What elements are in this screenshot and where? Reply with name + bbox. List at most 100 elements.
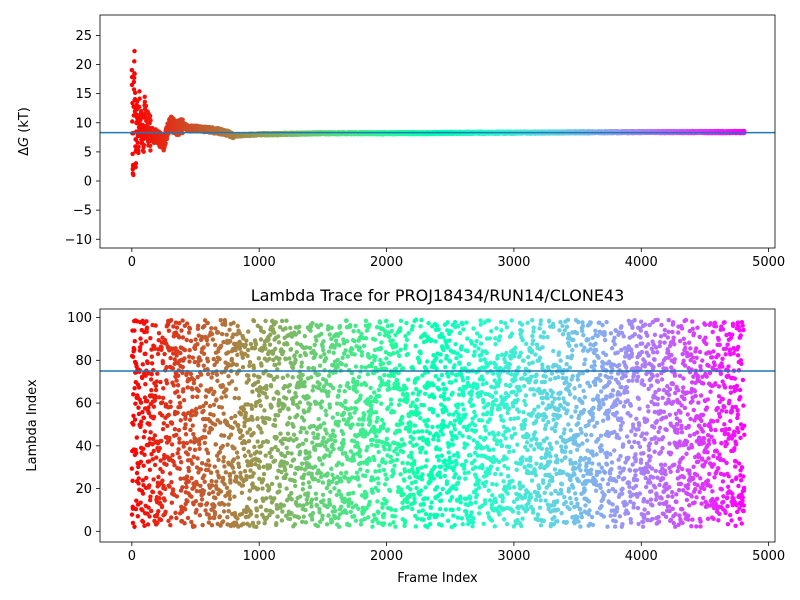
dg-y-tick-label: 0 [84,175,92,190]
dg-x-tick-label: 4000 [625,255,658,270]
lambda-point [132,347,137,352]
lambda-point [136,385,142,390]
dg-y-tick-label: 5 [84,145,92,160]
lambda-point [145,360,150,366]
lambda-point [143,339,149,344]
dg-point [139,109,144,114]
dg-point [142,99,148,105]
dg-point [148,148,153,153]
lambda-point [141,415,147,421]
dg-point [147,113,153,119]
lambda-x-tick-label: 1000 [243,549,276,564]
lambda-trace-panel: 0 1000 2000 3000 4000 5000020406080100Lambda … [25,286,785,586]
lambda-point [139,341,144,346]
lambda-x-tick-label: 0 [128,549,136,564]
lambda-x-tick-label: 4000 [625,549,658,564]
lambda-point [131,392,136,397]
lambda-point [129,512,135,517]
lambda-point [140,362,145,367]
lambda-point [145,398,150,404]
lambda-point [132,417,138,422]
dg-x-tick-label: 5000 [752,255,785,270]
lambda-point [141,434,147,440]
lambda-point [144,325,150,330]
lambda-y-tick-label: 0 [84,525,92,540]
lambda-point [142,452,147,457]
dg-point [147,143,153,149]
dg-point [130,119,135,124]
dg-x-tick-label: 0 [128,255,136,270]
lambda-point [132,386,137,391]
dg-point [130,100,135,106]
dg-x-tick-label: 1000 [243,255,276,270]
lambda-point [142,429,148,434]
lambda-point [136,464,141,470]
dg-point [136,150,141,156]
lambda-point [136,405,141,410]
lambda-point [140,519,146,525]
dg-point [137,96,142,101]
lambda-point [143,351,148,357]
lambda-x-tick-label: 5000 [752,549,785,564]
lambda-point [129,466,135,471]
lambda-point [138,459,144,465]
lambda-y-tick-label: 60 [75,397,92,412]
lambda-x-tick-label: 3000 [497,549,530,564]
lambda-point [145,522,151,527]
dg-point [136,144,141,150]
dg-point [133,161,139,166]
dg-point [131,75,137,80]
lambda-point [132,328,137,333]
lambda-point [140,409,145,415]
lambda-y-tick-label: 20 [75,482,92,497]
dg-points [129,48,747,178]
dg-y-tick-label: −5 [73,204,92,219]
lambda-point [132,339,137,344]
dg-point [137,104,142,110]
lambda-point [131,413,136,418]
lambda-point [144,475,149,481]
dg-y-tick-label: 25 [75,29,92,44]
lambda-points [129,317,747,530]
lambda-point [134,470,140,476]
lambda-y-tick-label: 80 [75,354,92,369]
lambda-point [139,419,144,424]
lambda-point [130,520,136,526]
lambda-point [141,446,146,452]
lambda-point [131,422,136,427]
dg-point [148,118,153,123]
lambda-point [134,498,139,503]
dg-point [132,59,137,64]
dg-y-tick-label: 10 [75,116,92,131]
lambda-point [135,514,141,519]
lambda-point [133,450,139,456]
lambda-point [138,500,143,505]
lambda-point [140,491,146,496]
lambda-point [133,506,139,512]
dg-point [133,164,138,170]
lambda-point [134,435,140,440]
lambda-point [138,336,143,341]
dg-point [132,48,137,54]
dg-point [135,140,140,145]
dg-point [142,94,147,100]
lambda-x-tick-label: 2000 [370,549,403,564]
dg-x-tick-label: 2000 [370,255,403,270]
dg-y-tick-label: −10 [65,233,92,248]
dg-point [141,142,147,148]
dg-point [131,87,137,92]
dg-point [138,115,144,121]
lambda-y-tick-label: 100 [67,311,92,326]
lambda-point [141,463,146,468]
dg-point [180,117,185,122]
dg-point [141,149,146,154]
lambda-point [136,476,141,481]
dg-point [130,151,135,157]
dg-y-axis-label: ΔG (kT) [17,107,32,156]
dg-point [163,141,168,146]
lambda-point [138,400,144,405]
lambda-y-tick-label: 40 [75,439,92,454]
dg-y-tick-label: 15 [75,87,92,102]
